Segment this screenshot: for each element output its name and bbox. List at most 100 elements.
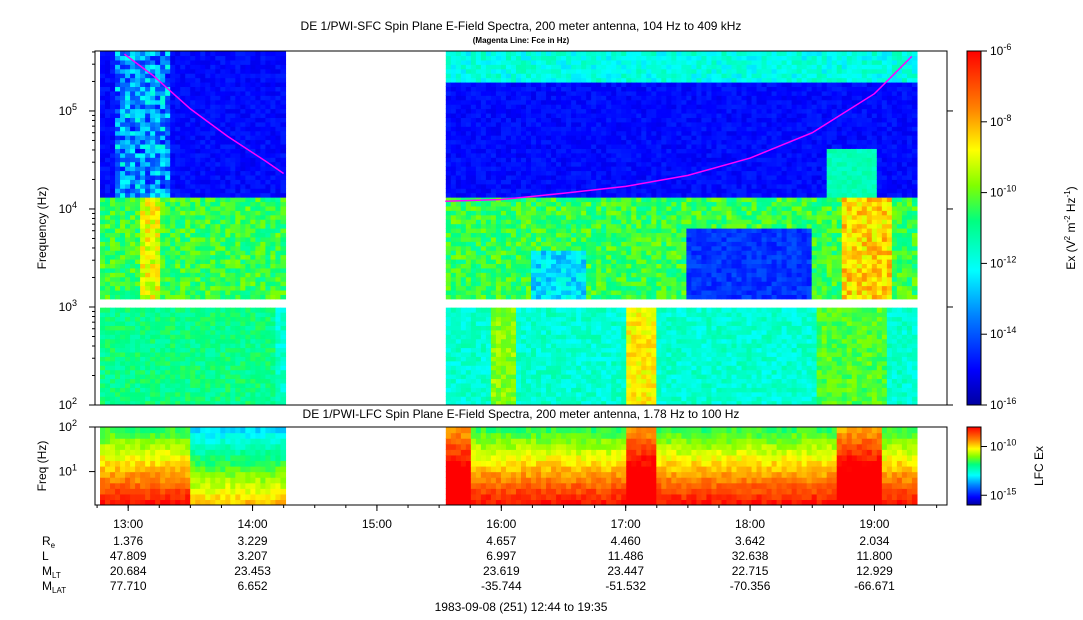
sfc-heatmap-cell <box>536 351 542 357</box>
sfc-heatmap-cell <box>561 228 567 234</box>
sfc-heatmap-cell <box>150 285 156 291</box>
sfc-heatmap-cell <box>270 365 277 371</box>
sfc-heatmap-cell <box>215 347 221 353</box>
sfc-heatmap-cell <box>515 365 522 371</box>
sfc-heatmap-cell <box>215 51 221 57</box>
sfc-heatmap-cell <box>460 387 467 393</box>
sfc-heatmap-cell <box>245 104 251 110</box>
sfc-heatmap-cell <box>235 382 241 388</box>
sfc-heatmap-cell <box>465 391 472 397</box>
sfc-heatmap-cell <box>115 166 121 172</box>
sfc-heatmap-cell <box>225 148 231 154</box>
sfc-heatmap-cell <box>510 219 517 225</box>
sfc-heatmap-cell <box>240 64 246 70</box>
sfc-heatmap-cell <box>510 148 517 154</box>
sfc-heatmap-cell <box>215 68 221 74</box>
sfc-heatmap-cell <box>541 263 547 269</box>
sfc-heatmap-cell <box>190 378 196 384</box>
sfc-heatmap-cell <box>546 130 552 136</box>
sfc-heatmap-cell <box>280 166 287 172</box>
sfc-heatmap-cell <box>500 258 507 264</box>
sfc-heatmap-cell <box>235 77 241 83</box>
sfc-heatmap-cell <box>190 258 196 264</box>
sfc-heatmap-cell <box>455 214 462 220</box>
sfc-heatmap-cell <box>445 174 452 180</box>
sfc-heatmap-cell <box>571 166 577 172</box>
sfc-heatmap-cell <box>541 166 547 172</box>
sfc-heatmap-cell <box>135 307 141 313</box>
sfc-heatmap-cell <box>505 99 512 105</box>
sfc-heatmap-cell <box>105 258 111 264</box>
sfc-heatmap-cell <box>541 272 547 278</box>
sfc-heatmap-cell <box>145 267 151 273</box>
sfc-heatmap-cell <box>541 276 547 282</box>
sfc-heatmap-cell <box>526 312 532 318</box>
sfc-heatmap-cell <box>526 201 532 207</box>
sfc-heatmap-cell <box>245 258 251 264</box>
sfc-heatmap-cell <box>230 51 236 57</box>
sfc-heatmap-cell <box>531 59 537 65</box>
sfc-heatmap-cell <box>531 356 537 362</box>
sfc-heatmap-cell <box>115 272 121 278</box>
sfc-heatmap-cell <box>235 183 241 189</box>
sfc-heatmap-cell <box>240 135 246 141</box>
sfc-heatmap-cell <box>130 263 136 269</box>
sfc-heatmap-cell <box>460 166 467 172</box>
sfc-heatmap-cell <box>546 369 552 375</box>
sfc-heatmap-cell <box>475 223 482 229</box>
sfc-heatmap-cell <box>460 192 467 198</box>
sfc-heatmap-cell <box>561 289 567 295</box>
sfc-heatmap-cell <box>275 117 282 123</box>
sfc-heatmap-cell <box>120 325 126 331</box>
sfc-heatmap-cell <box>450 329 457 335</box>
sfc-heatmap-cell <box>566 254 572 260</box>
sfc-heatmap-cell <box>250 179 256 185</box>
sfc-heatmap-cell <box>240 276 246 282</box>
sfc-heatmap-cell <box>260 161 266 167</box>
sfc-heatmap-cell <box>250 130 256 136</box>
sfc-heatmap-cell <box>150 214 156 220</box>
sfc-heatmap-cell <box>536 214 542 220</box>
sfc-heatmap-cell <box>185 360 191 366</box>
sfc-heatmap-cell <box>465 382 472 388</box>
sfc-heatmap-cell <box>531 329 537 335</box>
sfc-heatmap-cell <box>230 188 236 194</box>
sfc-heatmap-cell <box>140 121 146 127</box>
sfc-heatmap-cell <box>180 157 186 163</box>
sfc-heatmap-cell <box>475 228 482 234</box>
sfc-heatmap-cell <box>230 334 236 340</box>
sfc-heatmap-cell <box>505 64 512 70</box>
sfc-heatmap-cell <box>135 228 141 234</box>
sfc-heatmap-cell <box>180 130 186 136</box>
sfc-heatmap-cell <box>480 369 487 375</box>
sfc-heatmap-cell <box>270 205 277 211</box>
sfc-heatmap-cell <box>175 245 181 251</box>
sfc-heatmap-cell <box>275 95 282 101</box>
sfc-heatmap-cell <box>150 179 156 185</box>
sfc-heatmap-cell <box>455 183 462 189</box>
sfc-heatmap-cell <box>576 117 582 123</box>
sfc-heatmap-cell <box>551 73 557 79</box>
sfc-heatmap-cell <box>245 391 251 397</box>
sfc-heatmap-cell <box>505 201 512 207</box>
sfc-heatmap-cell <box>445 99 452 105</box>
sfc-heatmap-cell <box>145 263 151 269</box>
sfc-heatmap-cell <box>465 228 472 234</box>
sfc-heatmap-cell <box>561 205 567 211</box>
sfc-heatmap-cell <box>130 143 136 149</box>
sfc-heatmap-cell <box>500 170 507 176</box>
sfc-heatmap-cell <box>230 343 236 349</box>
sfc-heatmap-cell <box>230 161 236 167</box>
sfc-heatmap-cell <box>230 250 236 256</box>
sfc-heatmap-cell <box>566 241 572 247</box>
sfc-heatmap-cell <box>180 112 186 118</box>
sfc-heatmap-cell <box>160 356 166 362</box>
sfc-heatmap-cell <box>110 263 116 269</box>
sfc-heatmap-cell <box>160 325 166 331</box>
sfc-heatmap-cell <box>280 219 287 225</box>
sfc-heatmap-cell <box>185 166 191 172</box>
sfc-heatmap-cell <box>541 258 547 264</box>
sfc-heatmap-cell <box>475 161 482 167</box>
sfc-heatmap-cell <box>100 77 106 83</box>
sfc-heatmap-cell <box>130 356 136 362</box>
